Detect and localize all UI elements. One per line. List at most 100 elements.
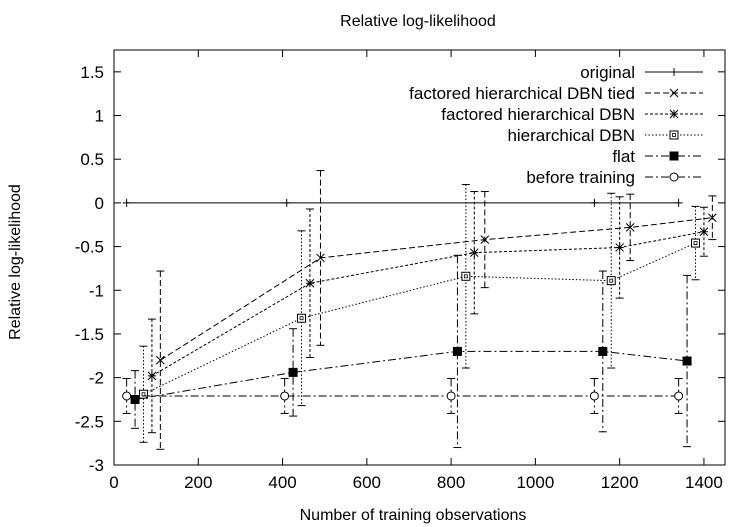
x-tick-label: 0 (109, 473, 118, 492)
data-point (589, 391, 599, 401)
chart-title: Relative log-likelihood (340, 13, 496, 30)
error-bar (699, 206, 708, 257)
legend-marker (669, 109, 679, 119)
data-point (280, 391, 290, 401)
legend-marker (670, 68, 678, 76)
data-point (130, 394, 140, 404)
data-point (708, 213, 717, 223)
y-tick-label: 0.5 (80, 150, 104, 169)
legend-label: before training (526, 168, 635, 187)
error-bar (297, 230, 306, 407)
error-bar (156, 270, 165, 450)
data-point (682, 356, 692, 366)
data-point (288, 367, 298, 377)
axis-ticks: 0 200 400 600 800 1000 1200 1400 -3 -2.5 -2 -1.5 -1 -… (75, 50, 725, 492)
data-point (282, 198, 291, 207)
data-point (452, 346, 462, 356)
series-line (143, 242, 696, 395)
error-bar (691, 205, 700, 281)
series-line (135, 350, 688, 400)
box-inner (693, 241, 698, 245)
error-bar (305, 208, 314, 359)
data-point (691, 238, 701, 248)
series-0 (122, 198, 683, 207)
data-point (625, 223, 635, 232)
y-tick-label: -1.5 (75, 325, 104, 344)
legend-entry-5: before training (526, 168, 703, 187)
data-point (469, 248, 479, 258)
series-5 (122, 378, 684, 414)
legend-marker (669, 130, 679, 140)
y-tick-label: 0 (95, 194, 104, 213)
y-tick-label: -3 (89, 456, 104, 475)
y-tick-label: -2.5 (75, 412, 104, 431)
error-bar (139, 345, 148, 443)
error-bar (626, 193, 635, 262)
box-outline (138, 389, 148, 399)
box-inner (609, 278, 614, 283)
legend-entry-2: factored hierarchical DBN (441, 105, 703, 124)
series-1 (155, 170, 717, 450)
x-axis-title: Number of training observations (300, 507, 527, 524)
box-inner (463, 274, 468, 279)
data-point (598, 346, 608, 356)
x-tick-label: 1000 (516, 473, 554, 492)
legend-label: original (580, 63, 635, 82)
x-tick-label: 200 (184, 473, 212, 492)
series-3 (138, 184, 701, 443)
data-point (699, 227, 709, 237)
data-point (674, 391, 684, 401)
data-point (461, 271, 471, 281)
series-4 (130, 254, 692, 449)
legend-entry-4: flat (612, 147, 703, 166)
data-point (147, 371, 157, 381)
legend-label: hierarchical DBN (507, 126, 635, 145)
data-point (606, 276, 616, 286)
x-tick-label: 600 (353, 473, 381, 492)
data-point (122, 198, 131, 207)
x-tick-label: 400 (268, 473, 296, 492)
box-outline (297, 313, 307, 323)
legend-label: factored hierarchical DBN tied (409, 84, 635, 103)
legend-entry-3: hierarchical DBN (507, 126, 703, 145)
x-tick-label: 1400 (685, 473, 723, 492)
y-tick-label: 1 (95, 107, 104, 126)
data-point (297, 313, 307, 323)
y-tick-label: -0.5 (75, 238, 104, 257)
data-point (480, 235, 490, 244)
data-point (138, 389, 148, 399)
box-inner (672, 133, 676, 137)
legend-marker (669, 172, 679, 182)
error-bar (316, 170, 325, 346)
x-tick-label: 800 (437, 473, 465, 492)
legend: original factored hierarchical DBN tied fa… (409, 63, 703, 187)
legend-label: factored hierarchical DBN (441, 105, 635, 124)
y-tick-label: -2 (89, 369, 104, 388)
y-tick-label: -1 (89, 281, 104, 300)
box-inner (299, 316, 304, 321)
series-2 (147, 191, 709, 434)
legend-label: flat (612, 147, 635, 166)
data-point (446, 391, 456, 401)
plot-area-frame (113, 49, 726, 466)
box-outline (606, 276, 616, 286)
series-line (160, 217, 713, 361)
data-point (316, 253, 325, 263)
data-point (122, 391, 132, 401)
data-point (305, 278, 315, 288)
legend-entry-1: factored hierarchical DBN tied (409, 84, 703, 103)
box-outline (691, 238, 701, 248)
error-bar (607, 192, 616, 369)
legend-marker (669, 88, 679, 98)
data-point (155, 355, 165, 365)
y-tick-label: 1.5 (80, 63, 104, 82)
data-point (590, 198, 599, 207)
y-axis-title: Relative log-likelihood (7, 184, 24, 340)
legend-entry-0: original (580, 63, 703, 82)
series-group (122, 170, 717, 450)
data-point (615, 243, 625, 252)
data-point (674, 198, 683, 207)
box-outline (669, 130, 679, 140)
series-line (151, 231, 704, 377)
